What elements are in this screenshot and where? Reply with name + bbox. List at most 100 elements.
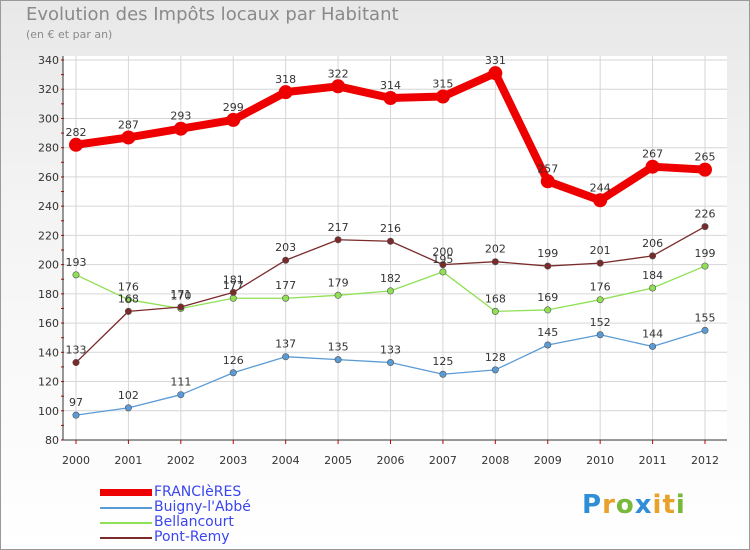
data-label-3: 133 xyxy=(66,344,87,357)
x-tick-label: 2002 xyxy=(167,454,195,467)
data-point-2 xyxy=(334,291,342,299)
data-label-0: 314 xyxy=(380,79,401,92)
data-point-2 xyxy=(439,268,447,276)
data-point-1 xyxy=(544,341,552,349)
data-label-3: 168 xyxy=(118,292,139,305)
data-point-2 xyxy=(386,287,394,295)
data-point-0 xyxy=(121,130,136,145)
y-tick-label: 240 xyxy=(38,200,59,213)
data-label-0: 265 xyxy=(695,151,716,164)
data-point-2 xyxy=(596,296,604,304)
data-point-0 xyxy=(383,91,398,105)
x-tick-label: 2009 xyxy=(534,454,562,467)
data-label-1: 144 xyxy=(642,327,663,340)
data-label-1: 111 xyxy=(170,376,191,389)
x-tick-label: 2007 xyxy=(429,454,457,467)
data-label-1: 137 xyxy=(275,338,296,351)
legend-swatch-bellancourt xyxy=(100,522,152,524)
data-point-2 xyxy=(701,262,709,270)
data-label-3: 171 xyxy=(170,288,191,301)
data-label-3: 203 xyxy=(275,241,296,254)
data-label-2: 177 xyxy=(275,279,296,292)
chart-title: Evolution des Impôts locaux par Habitant xyxy=(26,4,399,25)
data-point-2 xyxy=(544,306,552,314)
y-tick-label: 280 xyxy=(38,142,59,155)
data-point-1 xyxy=(491,366,499,374)
x-tick-label: 2004 xyxy=(272,454,300,467)
data-label-3: 226 xyxy=(695,208,716,221)
legend-swatch-franciere xyxy=(100,489,152,496)
legend-swatch-buigny xyxy=(100,507,152,509)
data-label-2: 169 xyxy=(537,291,558,304)
data-point-3 xyxy=(334,236,342,244)
y-tick-label: 180 xyxy=(38,288,59,301)
data-point-1 xyxy=(701,326,709,334)
data-label-0: 282 xyxy=(66,126,87,139)
data-point-3 xyxy=(649,252,657,260)
x-tick-label: 2005 xyxy=(324,454,352,467)
legend-swatch-pont-remy xyxy=(100,537,152,539)
legend-item-bellancourt: Bellancourt xyxy=(100,514,320,530)
y-tick-label: 120 xyxy=(38,376,59,389)
data-point-0 xyxy=(226,112,241,127)
x-tick-label: 2010 xyxy=(586,454,614,467)
data-point-1 xyxy=(439,370,447,378)
data-label-1: 126 xyxy=(223,354,244,367)
y-tick-label: 320 xyxy=(38,83,59,96)
data-point-1 xyxy=(72,411,80,419)
data-label-1: 135 xyxy=(328,341,349,354)
x-tick-label: 2003 xyxy=(219,454,247,467)
data-label-0: 257 xyxy=(537,162,558,175)
data-point-1 xyxy=(596,331,604,339)
data-label-3: 181 xyxy=(223,273,244,286)
data-point-1 xyxy=(334,356,342,364)
data-point-0 xyxy=(593,193,608,208)
legend-label-franciere: FRANCIèRES xyxy=(154,484,242,500)
data-label-2: 193 xyxy=(66,256,87,269)
legend-label-bellancourt: Bellancourt xyxy=(154,514,234,530)
data-point-3 xyxy=(439,261,447,269)
data-label-2: 182 xyxy=(380,272,401,285)
data-label-1: 133 xyxy=(380,344,401,357)
plot-area xyxy=(63,56,727,440)
data-point-0 xyxy=(435,89,450,104)
data-label-2: 176 xyxy=(590,281,611,294)
data-point-3 xyxy=(177,303,185,311)
y-tick-label: 220 xyxy=(38,229,59,242)
x-tick-label: 2012 xyxy=(691,454,719,467)
data-point-1 xyxy=(386,359,394,367)
data-point-3 xyxy=(596,259,604,267)
data-point-3 xyxy=(386,237,394,245)
legend-item-pont-remy: Pont-Remy xyxy=(100,529,320,545)
x-tick-label: 2006 xyxy=(377,454,405,467)
data-label-1: 128 xyxy=(485,351,506,364)
data-label-2: 179 xyxy=(328,276,349,289)
data-label-3: 206 xyxy=(642,237,663,250)
x-tick-label: 2001 xyxy=(114,454,142,467)
data-label-0: 315 xyxy=(432,78,453,91)
data-label-1: 155 xyxy=(695,311,716,324)
data-point-0 xyxy=(698,162,712,177)
data-point-2 xyxy=(282,294,290,302)
data-label-2: 176 xyxy=(118,281,139,294)
data-point-2 xyxy=(72,271,80,279)
legend-label-pont-remy: Pont-Remy xyxy=(154,529,230,545)
proxiti-logo: Proxiti xyxy=(582,490,686,520)
data-point-3 xyxy=(491,258,499,266)
data-point-3 xyxy=(701,223,709,231)
data-label-2: 195 xyxy=(432,253,453,266)
data-point-0 xyxy=(173,121,188,136)
data-point-3 xyxy=(282,256,290,264)
data-label-0: 331 xyxy=(485,54,506,67)
data-point-1 xyxy=(229,369,237,377)
data-label-0: 293 xyxy=(170,110,191,123)
data-label-1: 145 xyxy=(537,326,558,339)
data-point-2 xyxy=(124,296,132,304)
data-point-3 xyxy=(124,307,132,315)
data-label-3: 200 xyxy=(432,246,453,259)
data-point-1 xyxy=(124,404,132,412)
data-label-3: 201 xyxy=(590,244,611,257)
data-label-0: 244 xyxy=(590,181,611,194)
data-label-0: 267 xyxy=(642,148,663,161)
data-label-2: 170 xyxy=(170,289,191,302)
